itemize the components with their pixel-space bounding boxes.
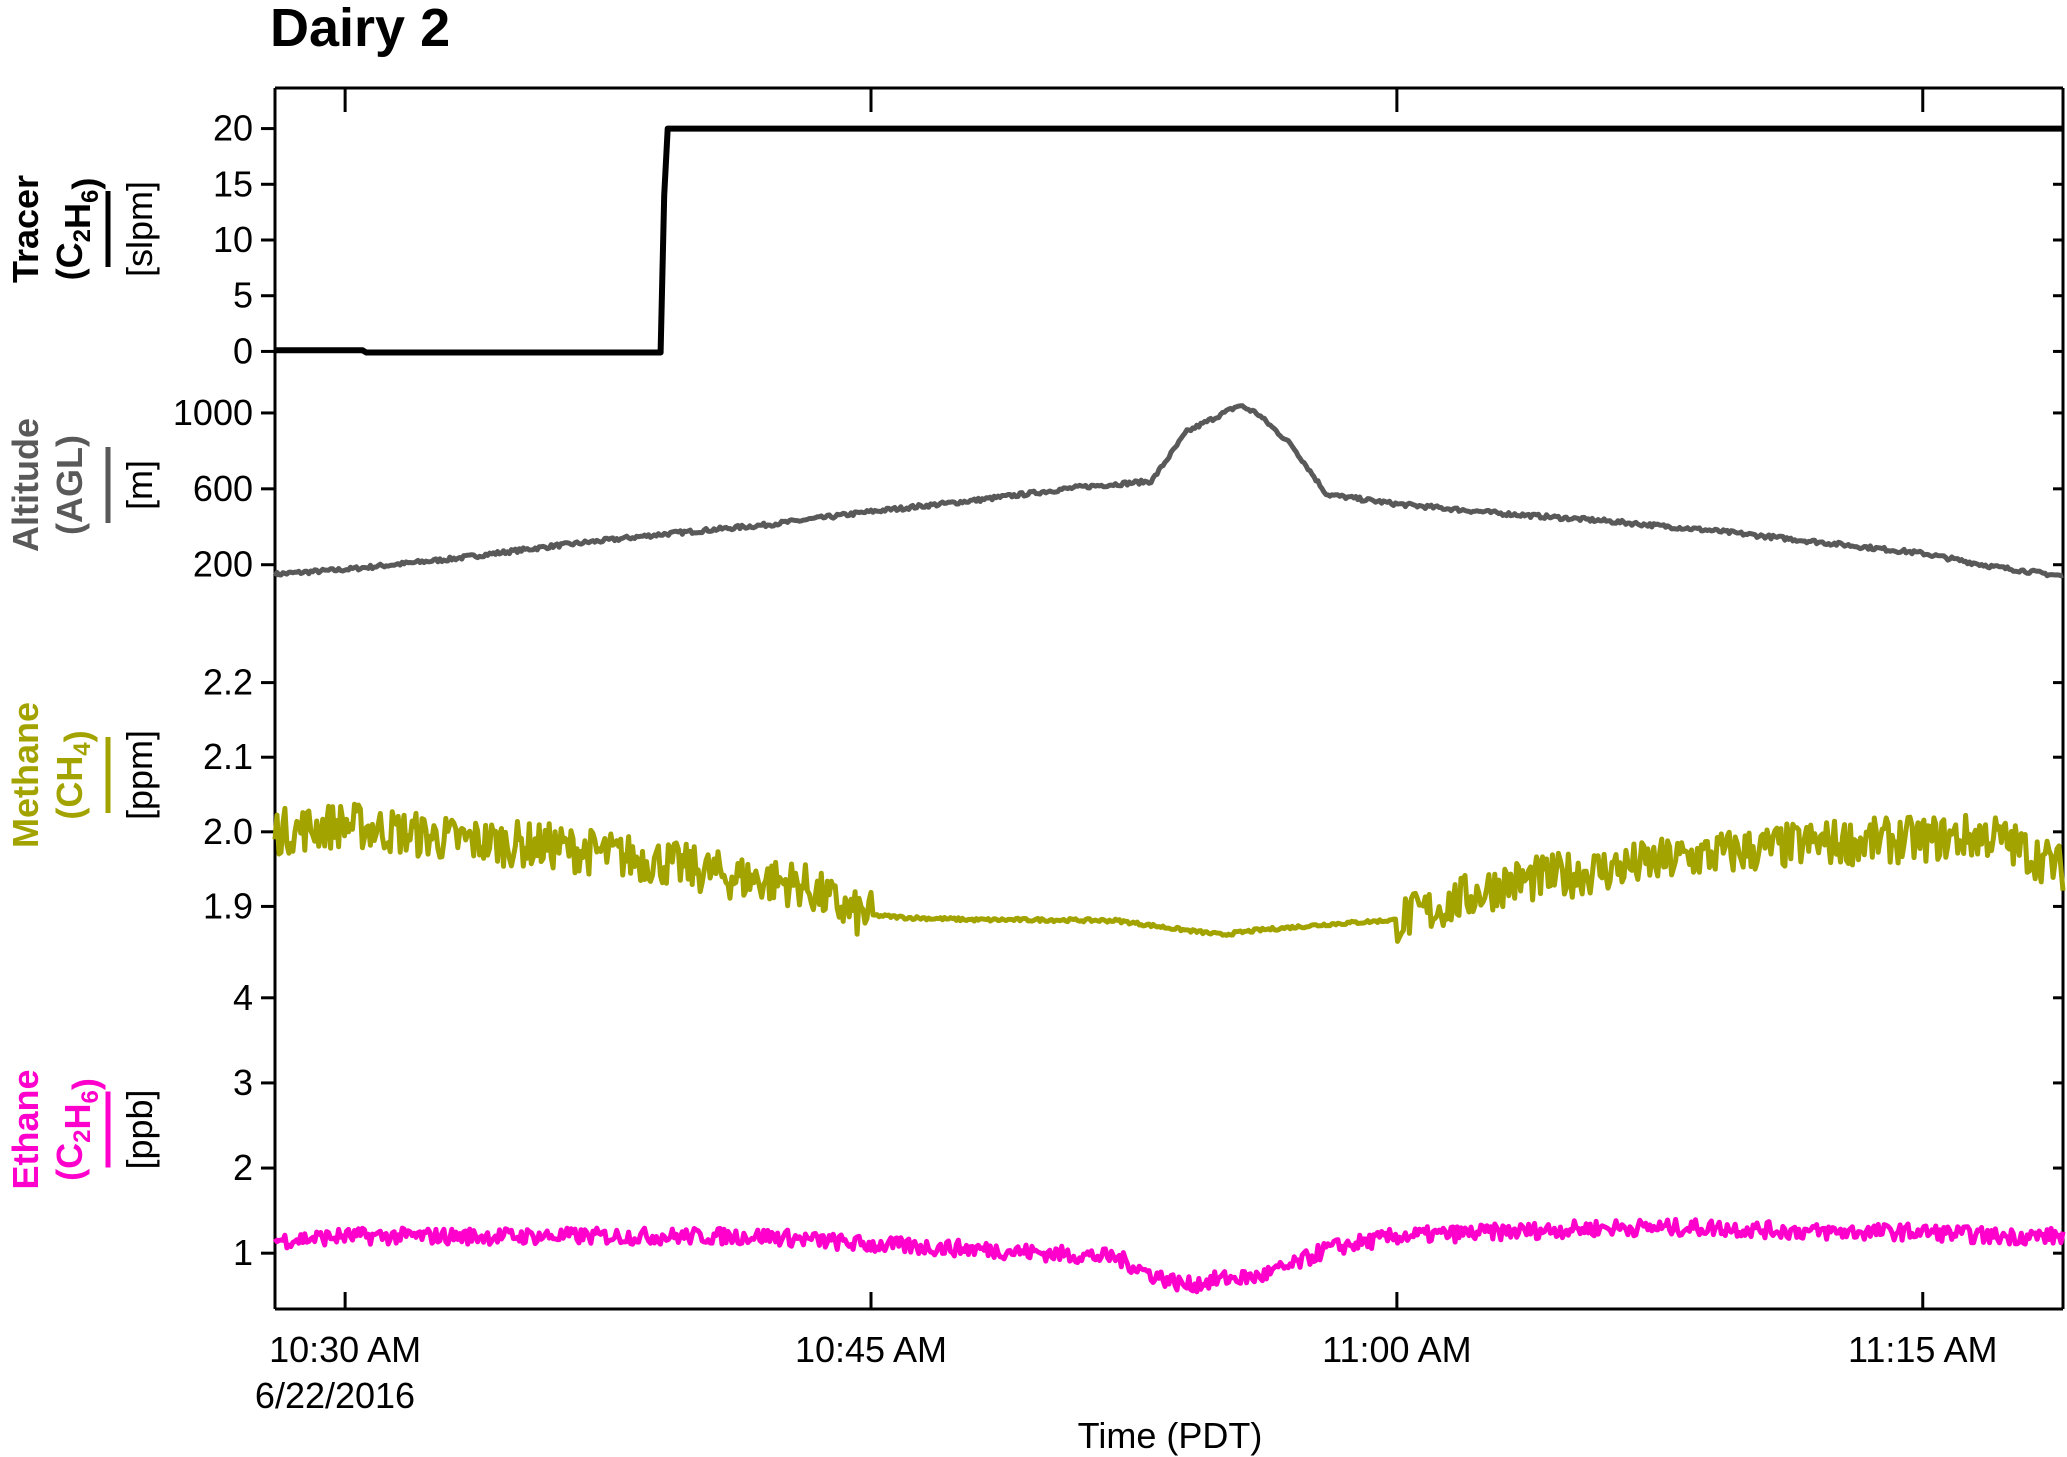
methane-species-part: ): [57, 730, 98, 742]
ethane-species-part: 2: [69, 1130, 96, 1143]
xtick-label: 10:30 AM: [269, 1329, 421, 1370]
x-date-label: 6/22/2016: [255, 1375, 415, 1416]
tracer-ytick-label: 10: [213, 219, 253, 260]
methane-ytick-label: 2.0: [203, 811, 253, 852]
ethane-ytick-label: 1: [233, 1232, 253, 1273]
altitude-species-part: (AGL): [49, 435, 90, 535]
ethane-ytick-label: 3: [233, 1062, 253, 1103]
xtick-label: 11:00 AM: [1322, 1329, 1471, 1370]
methane-ytick-label: 2.1: [203, 736, 253, 777]
tracer-ytick-label: 5: [233, 275, 253, 316]
tracer-species-part: 6: [77, 190, 104, 203]
tracer-species-part: H: [57, 203, 98, 229]
methane-name-label: Methane: [5, 702, 46, 848]
methane-ylabel: Methane (CH4) [ppm]: [5, 702, 160, 848]
tracer-series-line: [275, 125, 2063, 356]
ethane-ytick-label: 2: [233, 1147, 253, 1188]
xtick-label: 11:15 AM: [1848, 1329, 1997, 1370]
tracer-ytick-label: 15: [213, 163, 253, 204]
panel-altitude: 200 600 1000 Altitude (AGL) [m]: [5, 370, 2065, 600]
methane-species-part: (CH: [49, 756, 90, 820]
altitude-species-label: (AGL): [49, 435, 90, 535]
x-axis: 10:30 AM 10:45 AM 11:00 AM 11:15 AM: [269, 86, 2063, 1370]
methane-species-label: (CH4): [49, 730, 98, 819]
tracer-species-label: (C2H6): [49, 178, 106, 281]
xtick-label: 10:45 AM: [795, 1329, 947, 1370]
ethane-ytick-label: 4: [233, 977, 253, 1018]
altitude-name-label: Altitude: [5, 418, 46, 552]
methane-ytick-label: 2.2: [203, 662, 253, 703]
altitude-ylabel: Altitude (AGL) [m]: [5, 418, 160, 552]
x-axis-label: Time (PDT): [1078, 1415, 1263, 1456]
tracer-ytick-label: 20: [213, 108, 253, 149]
panel-methane: 1.9 2.0 2.1 2.2 Methane (CH4) [ppm]: [5, 600, 2066, 950]
tracer-name-label: Tracer: [5, 175, 46, 283]
altitude-ytick-label: 200: [193, 544, 253, 585]
tracer-ytick-label: 0: [233, 330, 253, 371]
ethane-series-line: [272, 1217, 2066, 1295]
tracer-species-part: ): [65, 178, 106, 190]
tracer-ylabel: Tracer (C2H6) [slpm]: [5, 175, 160, 283]
methane-series-line: [272, 801, 2066, 944]
ethane-name-label: Ethane: [5, 1069, 46, 1189]
ethane-species-part: (C: [49, 1143, 90, 1181]
ethane-species-part: H: [57, 1104, 98, 1130]
methane-ytick-label: 1.9: [203, 885, 253, 926]
panel-tracer: 0 5 10 15 20 Tracer (C2H6) [slpm]: [5, 88, 2065, 371]
methane-species-part: 4: [69, 742, 96, 756]
ethane-ylabel: Ethane (C2H6) [ppb]: [5, 1069, 160, 1189]
methane-unit-label: [ppm]: [119, 730, 160, 820]
altitude-series-line: [272, 403, 2064, 579]
tracer-species-part: 2: [69, 229, 96, 242]
ethane-unit-label: [ppb]: [119, 1089, 160, 1169]
tracer-unit-label: [slpm]: [119, 181, 160, 277]
chart-title: Dairy 2: [270, 0, 450, 58]
tracer-species-part: (C: [49, 242, 90, 280]
altitude-unit-label: [m]: [119, 460, 160, 510]
ethane-species-part: ): [65, 1078, 106, 1090]
altitude-ytick-label: 1000: [173, 392, 253, 433]
ethane-species-part: 6: [77, 1090, 104, 1103]
ethane-species-label: (C2H6): [49, 1078, 106, 1181]
altitude-ytick-label: 600: [193, 468, 253, 509]
